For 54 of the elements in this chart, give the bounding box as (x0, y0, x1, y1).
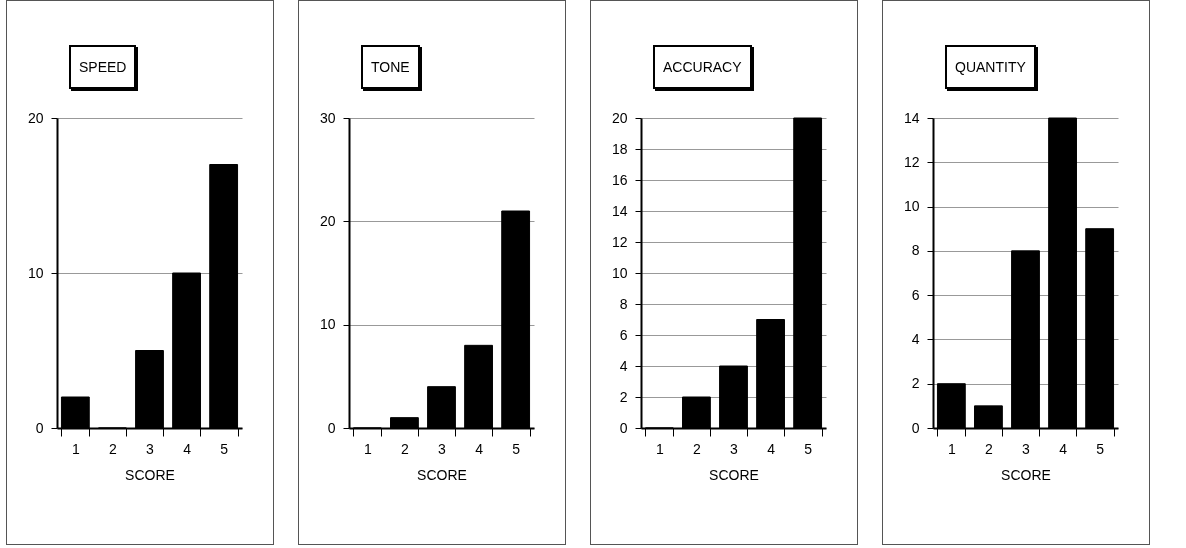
y-tick-label: 6 (911, 286, 920, 303)
x-tick-label: 3 (1022, 440, 1031, 457)
y-tick-label: 16 (611, 171, 628, 188)
y-tick-label: 6 (619, 326, 628, 343)
x-tick-label: 5 (804, 440, 813, 457)
x-tick-label: 3 (730, 440, 739, 457)
x-axis-title: SCORE (417, 466, 467, 483)
y-tick-label: 0 (35, 419, 44, 436)
chart-title: SPEED (69, 45, 137, 89)
chart-title: QUANTITY (945, 45, 1036, 89)
x-tick-label: 3 (438, 440, 447, 457)
x-tick-label: 1 (655, 440, 664, 457)
x-tick-label: 2 (109, 440, 118, 457)
y-tick-label: 12 (903, 153, 920, 170)
x-axis-title: SCORE (709, 466, 759, 483)
y-tick-label: 4 (911, 330, 920, 347)
y-tick-label: 10 (611, 264, 628, 281)
y-tick-label: 2 (619, 388, 628, 405)
x-tick-label: 4 (475, 440, 484, 457)
y-tick-label: 8 (911, 242, 920, 259)
x-axis-title: SCORE (1001, 466, 1051, 483)
y-tick-label: 8 (619, 295, 628, 312)
y-tick-label: 12 (611, 233, 628, 250)
x-tick-label: 5 (220, 440, 229, 457)
x-tick-label: 1 (71, 440, 80, 457)
y-tick-label: 10 (319, 316, 336, 333)
x-tick-label: 5 (1096, 440, 1105, 457)
x-tick-label: 5 (512, 440, 521, 457)
y-tick-label: 2 (911, 375, 920, 392)
x-tick-label: 1 (947, 440, 956, 457)
y-tick-label: 0 (619, 419, 628, 436)
chart-title: TONE (361, 45, 420, 89)
y-tick-label: 18 (611, 140, 628, 157)
x-tick-label: 3 (146, 440, 155, 457)
y-tick-label: 0 (911, 419, 920, 436)
x-tick-label: 4 (183, 440, 192, 457)
y-tick-label: 10 (903, 198, 920, 215)
y-tick-label: 20 (611, 109, 628, 126)
x-tick-label: 4 (767, 440, 776, 457)
y-tick-label: 14 (611, 202, 628, 219)
x-axis-title: SCORE (125, 466, 175, 483)
y-tick-label: 4 (619, 357, 628, 374)
x-tick-label: 1 (363, 440, 372, 457)
y-tick-label: 20 (27, 109, 44, 126)
y-tick-label: 10 (27, 264, 44, 281)
y-tick-label: 30 (319, 109, 336, 126)
x-tick-label: 4 (1059, 440, 1068, 457)
x-tick-label: 2 (985, 440, 994, 457)
y-tick-label: 14 (903, 109, 920, 126)
chart-title: ACCURACY (653, 45, 752, 89)
x-tick-label: 2 (401, 440, 410, 457)
x-tick-label: 2 (693, 440, 702, 457)
y-tick-label: 0 (327, 419, 336, 436)
y-tick-label: 20 (319, 212, 336, 229)
